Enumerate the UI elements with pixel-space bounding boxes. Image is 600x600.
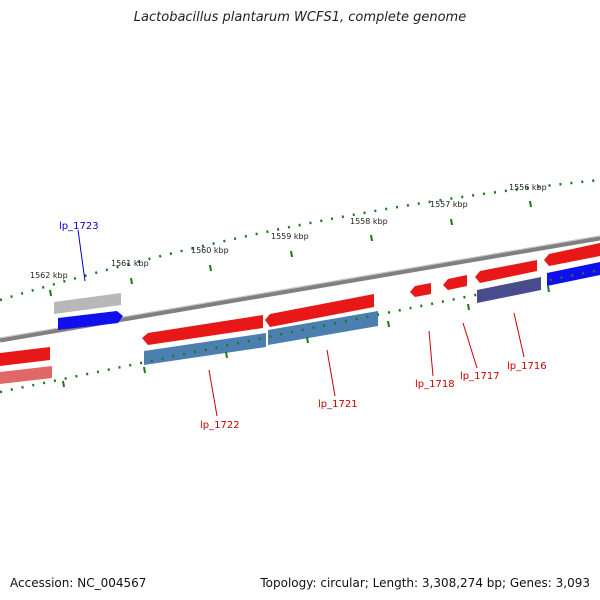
ruler-major-tick bbox=[130, 277, 133, 285]
ruler-label-1561: 1561 kbp bbox=[111, 259, 149, 268]
leader-lp-1721 bbox=[326, 349, 336, 397]
gene-leader-lines bbox=[77, 229, 525, 417]
gene-label-lp-1718[interactable]: lp_1718 bbox=[415, 379, 455, 390]
gene-edge-rev[interactable] bbox=[547, 262, 600, 286]
leader-lp-1716 bbox=[513, 312, 525, 358]
gene-lp-1723[interactable] bbox=[58, 311, 123, 330]
accession-text: Accession: NC_004567 bbox=[10, 576, 147, 590]
leader-lp-1718 bbox=[428, 330, 434, 377]
gene-grey-fwd[interactable] bbox=[54, 293, 121, 314]
gene-lp-1721-fwd[interactable] bbox=[265, 294, 374, 327]
ruler-major-tick bbox=[370, 234, 373, 242]
topology-text: Topology: circular; Length: 3,308,274 bp… bbox=[260, 576, 590, 590]
gene-lp-1721[interactable] bbox=[268, 311, 378, 345]
gene-lp-1722-fwd[interactable] bbox=[142, 315, 263, 345]
ruler-label-1558: 1558 kbp bbox=[350, 217, 388, 226]
gene-label-lp-1721[interactable]: lp_1721 bbox=[318, 399, 358, 410]
gene-label-lp-1722[interactable]: lp_1722 bbox=[200, 420, 240, 431]
outer-dotted-arc bbox=[0, 178, 600, 302]
inner-major-tick bbox=[62, 380, 65, 388]
ruler-major-tick bbox=[290, 250, 293, 258]
ruler-labels: 1562 kbp 1561 kbp 1560 kbp 1559 kbp 1558… bbox=[30, 183, 547, 280]
ruler-label-1562: 1562 kbp bbox=[30, 271, 68, 280]
inner-major-tick bbox=[547, 285, 550, 293]
gene-label-lp-1723[interactable]: lp_1723 bbox=[59, 221, 99, 232]
leader-lp-1722 bbox=[208, 369, 218, 417]
gene-left-edge-rev[interactable] bbox=[0, 366, 52, 384]
inner-major-tick bbox=[306, 336, 309, 344]
gene-edge-fwd[interactable] bbox=[544, 243, 600, 266]
inner-major-tick bbox=[387, 320, 390, 328]
leader-lp-1723 bbox=[77, 229, 86, 282]
ruler-major-tick bbox=[49, 289, 52, 297]
gene-slate-rev[interactable] bbox=[477, 277, 541, 303]
ruler-label-1560: 1560 kbp bbox=[191, 246, 229, 255]
gene-label-lp-1716[interactable]: lp_1716 bbox=[507, 361, 547, 372]
gene-left-edge-fwd[interactable] bbox=[0, 347, 50, 366]
inner-major-tick bbox=[143, 366, 146, 374]
gene-label-lp-1717[interactable]: lp_1717 bbox=[460, 371, 500, 382]
leader-lp-1717 bbox=[462, 322, 478, 369]
ruler-major-tick bbox=[450, 218, 453, 226]
ruler-major-tick bbox=[529, 200, 532, 208]
ruler-label-1557: 1557 kbp bbox=[430, 200, 468, 209]
ruler-label-1559: 1559 kbp bbox=[271, 232, 309, 241]
gene-lp-1717[interactable] bbox=[443, 275, 467, 290]
inner-major-tick bbox=[225, 351, 228, 359]
inner-tick-track bbox=[0, 268, 600, 394]
gene-labels: lp_1723 lp_1722 lp_1721 lp_1718 lp_1717 … bbox=[59, 221, 547, 431]
gene-lp-1718[interactable] bbox=[410, 283, 431, 297]
ruler-major-tick bbox=[209, 264, 212, 272]
forward-strand-genes bbox=[0, 243, 600, 366]
map-title: Lactobacillus plantarum WCFS1, complete … bbox=[133, 10, 467, 25]
ruler-label-1556: 1556 kbp bbox=[509, 183, 547, 192]
inner-major-tick bbox=[467, 303, 470, 311]
outer-tick-track bbox=[0, 178, 600, 302]
gene-lp-1716-fwd[interactable] bbox=[475, 260, 537, 283]
